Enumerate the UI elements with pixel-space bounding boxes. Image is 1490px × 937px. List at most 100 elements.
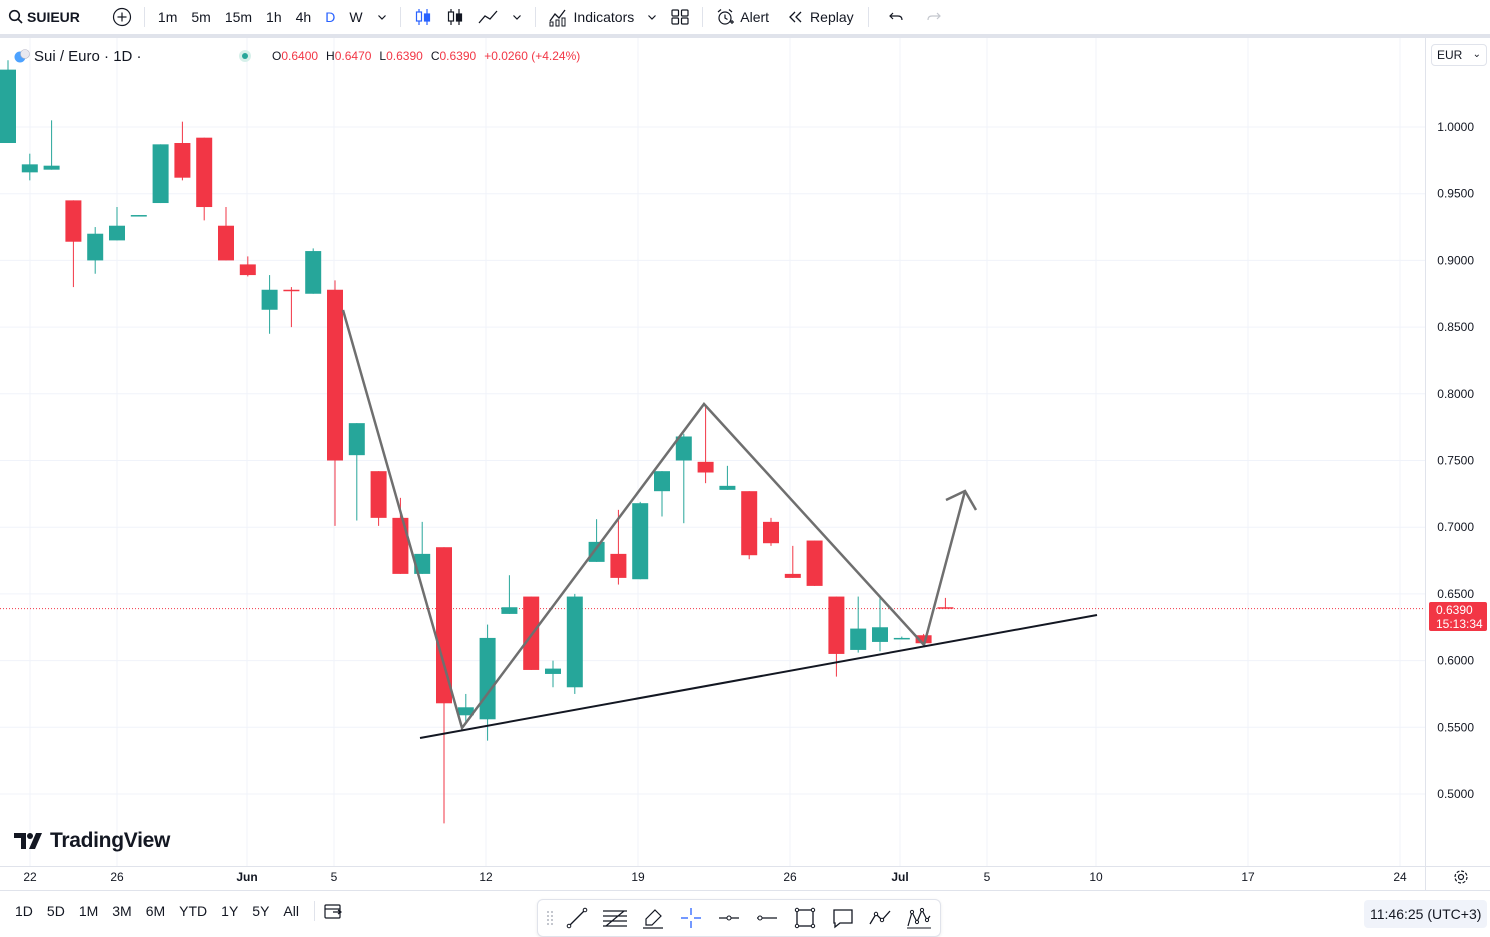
indicators-dropdown[interactable] (640, 3, 664, 31)
x-tick-label: 12 (479, 870, 493, 884)
horizontal-ray-tool[interactable] (710, 901, 748, 935)
candle-body (501, 607, 518, 614)
callout-tool[interactable] (824, 901, 862, 935)
timeframe-d[interactable]: D (325, 9, 336, 25)
candle-body (893, 637, 910, 640)
candle-body (937, 607, 954, 609)
y-tick-label: 0.5500 (1437, 720, 1474, 734)
alarm-clock-icon (717, 9, 735, 25)
candle-body (305, 251, 322, 294)
undo-icon (888, 12, 903, 21)
rectangle-tool[interactable] (786, 901, 824, 935)
gear-icon[interactable] (1452, 868, 1470, 886)
bars-chart-type-button[interactable] (439, 3, 471, 31)
timeframe-4h[interactable]: 4h (295, 9, 312, 25)
range-1m[interactable]: 1M (78, 903, 99, 919)
divider (702, 7, 704, 27)
range-ytd[interactable]: YTD (179, 903, 208, 919)
top-toolbar: SUIEUR 1m 5m 15m 1h 4h D W Indicators (0, 0, 1490, 34)
candle-body (806, 540, 823, 586)
tradingview-logo[interactable]: TradingView (14, 829, 170, 853)
rectangle-icon (794, 907, 816, 929)
line-chart-type-button[interactable] (471, 3, 505, 31)
crosshair-tool[interactable] (672, 901, 710, 935)
indicators-button[interactable]: Indicators (542, 3, 641, 31)
x-tick-label: 17 (1241, 870, 1255, 884)
rewind-icon (789, 11, 802, 23)
redo-button[interactable] (919, 3, 949, 31)
trend-line-tool[interactable] (558, 901, 596, 935)
chart-title[interactable]: Sui / Euro · 1D · (34, 47, 142, 65)
range-5d[interactable]: 5D (46, 903, 65, 919)
compare-symbol-button[interactable] (106, 3, 138, 31)
candle-body (566, 596, 583, 688)
x-tick-label: 24 (1393, 870, 1407, 884)
pattern-tool[interactable] (900, 901, 938, 935)
candle-body (872, 627, 888, 642)
range-1y[interactable]: 1Y (221, 903, 239, 919)
market-status-icon[interactable] (237, 48, 253, 64)
chevron-down-icon (377, 15, 386, 20)
symbol-search[interactable]: SUIEUR (0, 3, 86, 31)
timeframe-w[interactable]: W (349, 9, 363, 25)
bar-countdown: 15:13:34 (1436, 617, 1483, 631)
candle-body (850, 628, 867, 650)
timeframe-dropdown[interactable] (370, 3, 394, 31)
candle-body (152, 144, 169, 204)
candle-body (436, 547, 452, 704)
timeframe-15m[interactable]: 15m (224, 9, 253, 25)
close-value: C0.6390 (430, 49, 477, 63)
horizontal-line-tool[interactable] (748, 901, 786, 935)
high-value: H0.6470 (326, 49, 372, 63)
undo-button[interactable] (881, 3, 911, 31)
candle-body (261, 289, 278, 310)
range-all[interactable]: All (283, 903, 299, 919)
chevron-down-icon (512, 15, 521, 20)
candle-body (457, 707, 474, 716)
candle-body (675, 436, 692, 461)
drawing-toolbar (537, 899, 941, 937)
calendar-range-icon[interactable] (323, 902, 343, 920)
line-chart-icon (478, 10, 498, 24)
range-1d[interactable]: 1D (15, 903, 33, 919)
price-chart[interactable]: 1.0000 0.9500 0.9000 0.8500 0.8000 0.7500 0.70… (0, 38, 1490, 890)
replay-button[interactable]: Replay (781, 3, 860, 31)
timezone-clock[interactable]: 11:46:25 (UTC+3) (1364, 900, 1488, 928)
brush-tool[interactable] (634, 901, 672, 935)
range-3m[interactable]: 3M (112, 903, 132, 919)
candle-body (545, 668, 561, 674)
timeframe-1h[interactable]: 1h (266, 9, 282, 25)
fib-retracement-tool[interactable] (596, 901, 634, 935)
timeframe-1m[interactable]: 1m (157, 9, 178, 25)
grid-layout-icon (671, 9, 689, 25)
alert-button[interactable]: Alert (709, 3, 775, 31)
candle-body (654, 471, 670, 492)
chart-pane[interactable]: 1.0000 0.9500 0.9000 0.8500 0.8000 0.7500 0.70… (0, 38, 1490, 890)
drag-handle-icon[interactable] (542, 911, 558, 925)
path-tool[interactable] (862, 901, 900, 935)
candles-chart-type-button[interactable] (407, 3, 439, 31)
layouts-button[interactable] (664, 3, 696, 31)
candle-body (327, 289, 343, 461)
candle-body (763, 521, 779, 544)
fib-lines-icon (603, 910, 627, 927)
plus-circle-icon (112, 7, 132, 27)
chart-type-dropdown[interactable] (505, 3, 529, 31)
y-tick-label: 0.5000 (1437, 787, 1474, 801)
candle-body (915, 635, 932, 644)
currency-select[interactable]: EUR ⌄ (1431, 44, 1487, 66)
chevron-down-icon: ⌄ (1472, 49, 1481, 60)
polyline-icon (869, 910, 891, 925)
range-6m[interactable]: 6M (145, 903, 166, 919)
candle-body (87, 233, 104, 261)
candle-body (632, 503, 649, 580)
alert-label: Alert (740, 9, 770, 25)
range-5y[interactable]: 5Y (252, 903, 270, 919)
x-tick-label: 26 (110, 870, 124, 884)
timeframe-5m[interactable]: 5m (191, 9, 211, 25)
x-tick-label: 10 (1089, 870, 1103, 884)
candle-body (370, 471, 387, 518)
open-value: O0.6400 (272, 49, 319, 63)
redo-icon (927, 12, 941, 21)
candle-body (523, 596, 540, 670)
